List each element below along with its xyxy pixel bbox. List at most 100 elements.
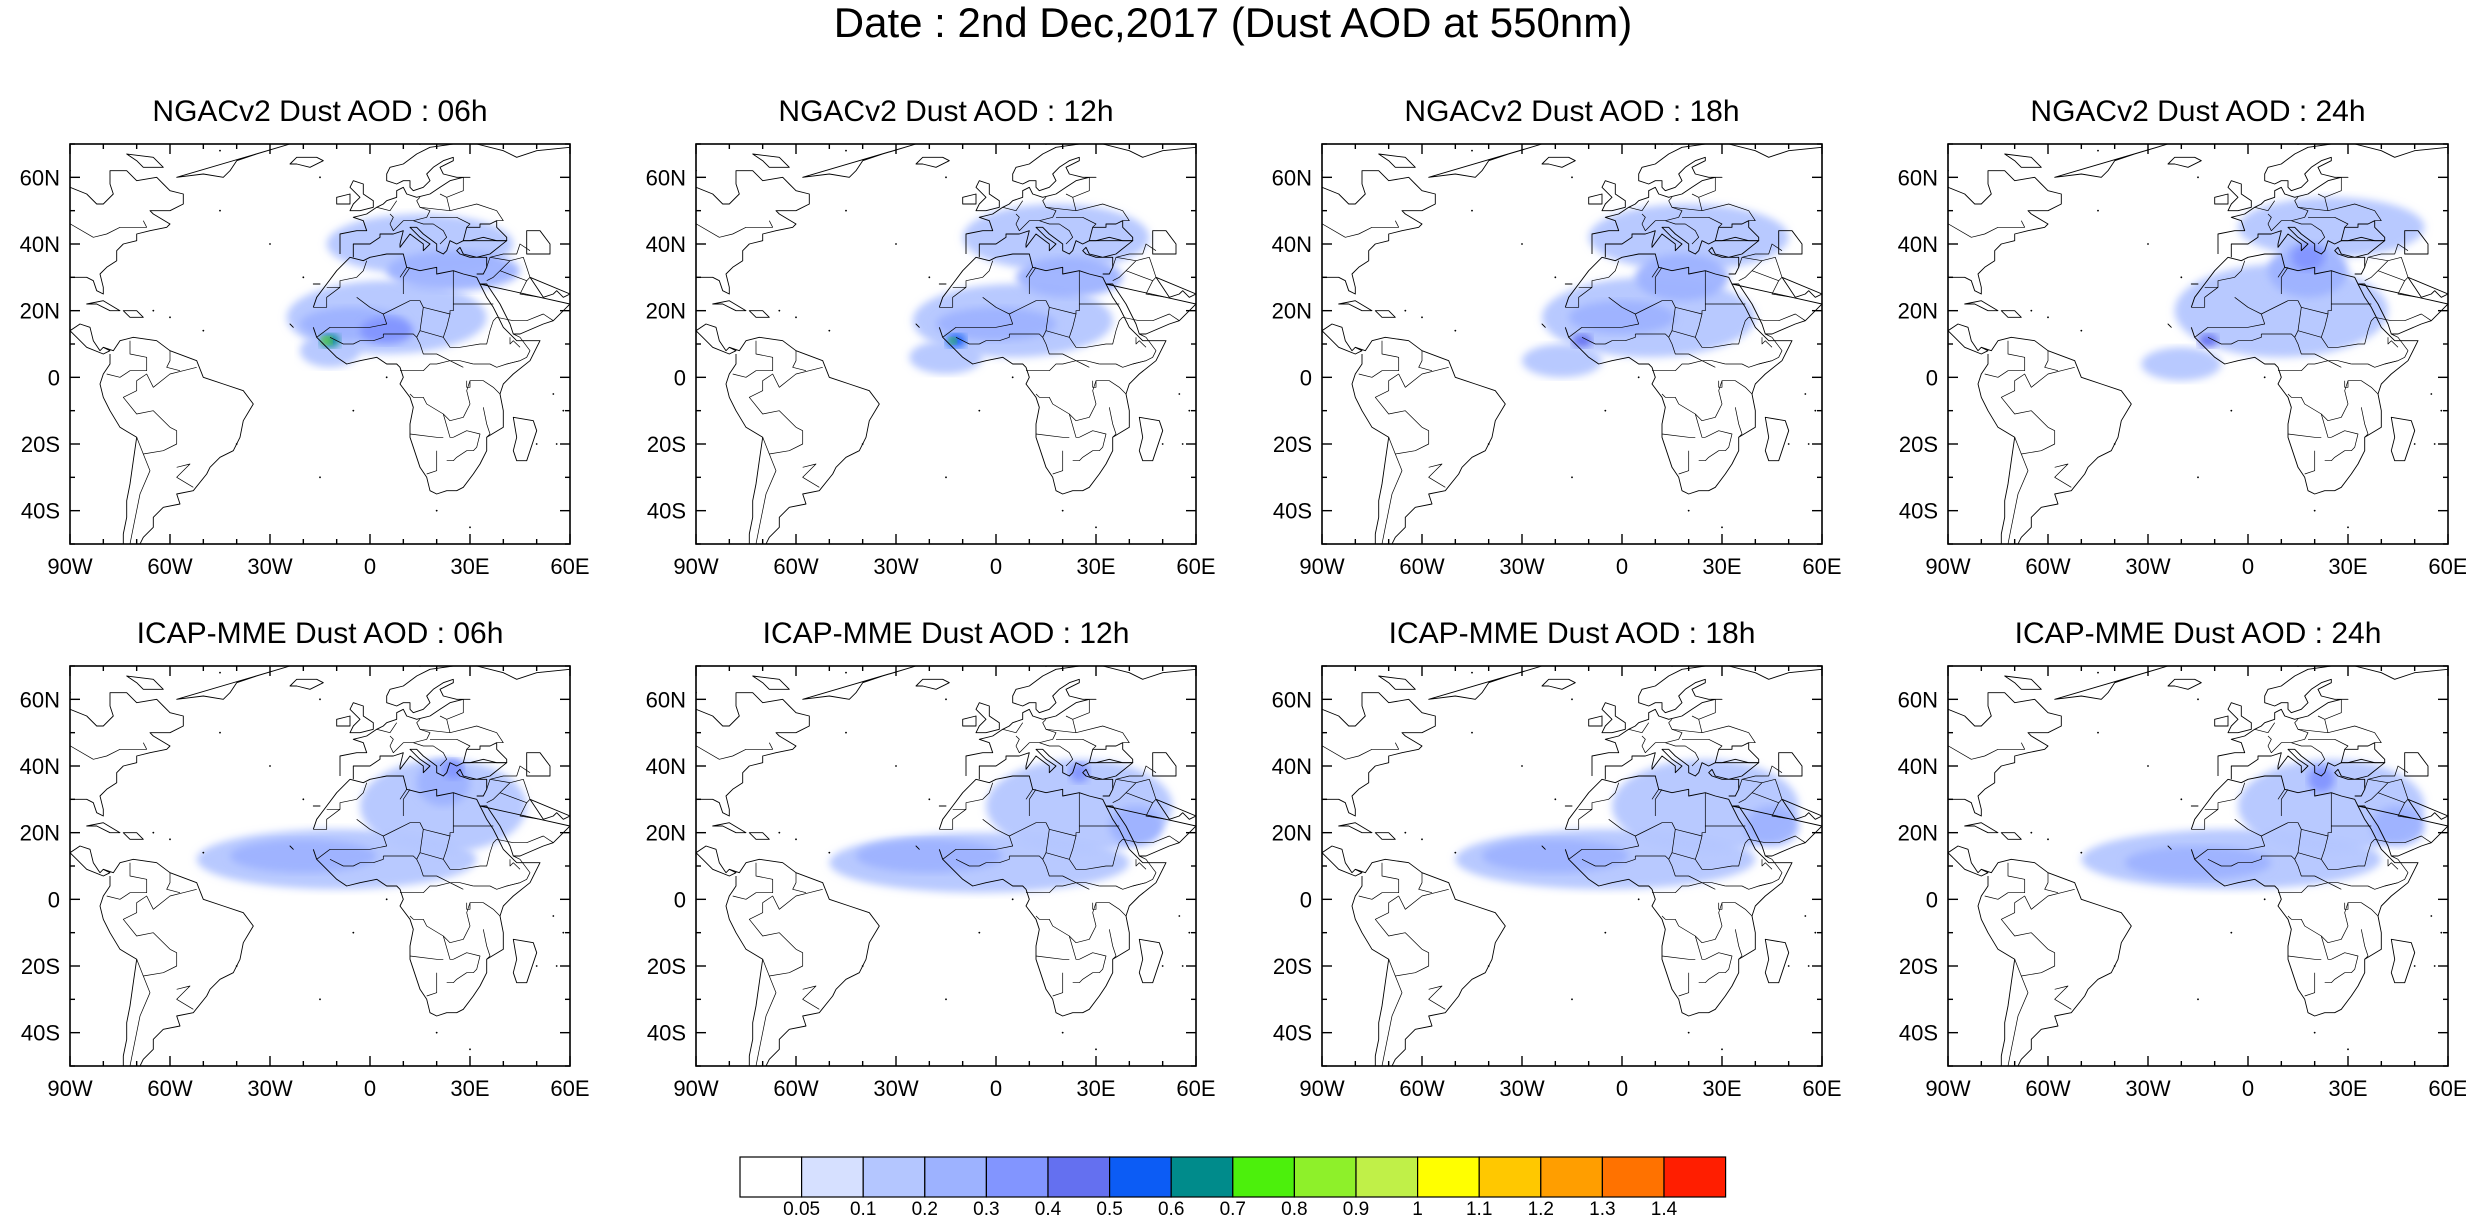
map-panel-icap-mme-12h: ICAP-MME Dust AOD : 12h 90W 60W 30W 0 30E 60E 6… [646, 617, 1216, 1101]
colorbar-label: 0.05 [783, 1199, 821, 1220]
y-tick-label: 0 [1300, 887, 1312, 912]
colorbar-label: 0.1 [849, 1199, 877, 1220]
y-tick-label: 20S [21, 432, 60, 457]
axis-ticks [69, 665, 571, 1067]
x-tick-label: 0 [990, 554, 1002, 579]
x-tick-label: 30E [1702, 1076, 1741, 1101]
x-tick-label: 60W [1399, 1076, 1444, 1101]
dust-aod-contour [2371, 806, 2425, 846]
y-tick-label: 20S [1273, 954, 1312, 979]
y-tick-label: 20S [1899, 954, 1938, 979]
y-tick-label: 40S [1273, 1021, 1312, 1046]
dust-aod-contour [2238, 197, 2425, 258]
y-tick-label: 40S [647, 499, 686, 524]
x-tick-label: 0 [364, 1076, 376, 1101]
coastlines-and-borders [696, 144, 1196, 544]
x-tick-label: 60W [2025, 1076, 2070, 1101]
map-plot: 90W 60W 30W 0 30E 60E 60N 40N 20N 0 20S 40S [1898, 143, 2466, 579]
x-tick-label: 60E [1802, 554, 1841, 579]
axis-ticks [1321, 143, 1823, 545]
x-tick-label: 0 [2242, 1076, 2254, 1101]
colorbar-label: 1.4 [1650, 1199, 1678, 1220]
colorbar-swatch [1416, 1156, 1480, 1198]
dust-aod-contour [1572, 334, 1592, 348]
y-tick-label: 60N [20, 165, 60, 190]
y-tick-label: 60N [1898, 687, 1938, 712]
dust-aod-field [909, 204, 1150, 374]
x-tick-label: 30E [1076, 1076, 1115, 1101]
x-tick-label: 90W [47, 554, 92, 579]
colorbar-label: 0.6 [1157, 1199, 1185, 1220]
map-panel-ngacv2-18h: NGACv2 Dust AOD : 18h 90W 60W 30W 0 30E 60E 60N… [1272, 95, 1842, 579]
colorbar-swatch [800, 1156, 864, 1198]
dust-aod-contour [1016, 257, 1123, 298]
x-tick-label: 0 [1616, 554, 1628, 579]
x-tick-label: 60W [147, 554, 192, 579]
y-tick-label: 20N [20, 821, 60, 846]
colorbar-label: 1.3 [1589, 1199, 1616, 1220]
dust-aod-field [1455, 759, 1799, 890]
colorbar-swatch [985, 1156, 1049, 1198]
x-tick-label: 60E [550, 1076, 589, 1101]
x-tick-label: 0 [364, 554, 376, 579]
y-tick-label: 20N [1272, 299, 1312, 324]
x-tick-label: 60W [147, 1076, 192, 1101]
colorbar-label: 0.4 [1034, 1199, 1062, 1220]
y-tick-label: 20N [1898, 299, 1938, 324]
figure-title: Date : 2nd Dec,2017 (Dust AOD at 550nm) [833, 0, 1633, 46]
y-tick-label: 60N [1898, 165, 1938, 190]
panel-title: ICAP-MME Dust AOD : 18h [1388, 617, 1756, 650]
coastlines-and-borders [696, 666, 1196, 1066]
coastlines-and-borders [1948, 666, 2448, 1066]
y-tick-label: 20S [647, 954, 686, 979]
x-tick-label: 60E [1802, 1076, 1841, 1101]
x-tick-label: 30W [247, 1076, 292, 1101]
dust-aod-contour [856, 839, 1003, 873]
x-tick-label: 90W [673, 1076, 718, 1101]
x-tick-label: 60E [1176, 1076, 1215, 1101]
colorbar-swatch [1293, 1156, 1357, 1198]
y-tick-label: 0 [674, 365, 686, 390]
colorbar-swatch [1170, 1156, 1234, 1198]
dust-aod-contour [230, 839, 377, 873]
dust-aod-contour [2291, 244, 2325, 271]
x-tick-label: 30E [1702, 554, 1741, 579]
y-tick-label: 60N [1272, 687, 1312, 712]
x-tick-label: 0 [990, 1076, 1002, 1101]
x-tick-label: 60E [2428, 1076, 2466, 1101]
dust-aod-contour [1522, 344, 1602, 378]
y-tick-label: 60N [646, 687, 686, 712]
colorbar-label: 1 [1412, 1199, 1423, 1220]
colorbar-swatch [1232, 1156, 1295, 1198]
map-plot: 90W 60W 30W 0 30E 60E 60N 40N 20N 0 20S 40S [646, 143, 1216, 579]
dust-aod-contour [360, 759, 527, 853]
colorbar-label: 0.5 [1096, 1199, 1123, 1220]
y-tick-label: 40N [1898, 754, 1938, 779]
y-tick-label: 0 [48, 365, 60, 390]
map-panel-ngacv2-06h: NGACv2 Dust AOD : 06h 90W 60W 30W 0 30E 60E 60N… [20, 95, 590, 579]
x-tick-label: 60W [1399, 554, 1444, 579]
colorbar-swatch [1478, 1156, 1542, 1198]
y-tick-label: 40N [1272, 232, 1312, 257]
y-tick-label: 20S [1899, 432, 1938, 457]
x-tick-label: 90W [1925, 554, 1970, 579]
x-tick-label: 30E [2328, 554, 2367, 579]
map-plot: 90W 60W 30W 0 30E 60E 60N 40N 20N 0 20S 40S [20, 665, 590, 1101]
y-tick-label: 0 [1926, 887, 1938, 912]
panel-title: ICAP-MME Dust AOD : 06h [136, 617, 504, 650]
y-tick-label: 60N [1272, 165, 1312, 190]
axis-ticks [1947, 143, 2449, 545]
map-plot: 90W 60W 30W 0 30E 60E 60N 40N 20N 0 20S 40S [1272, 143, 1842, 579]
x-tick-label: 30W [873, 554, 918, 579]
x-tick-label: 60W [773, 1076, 818, 1101]
coastlines-and-borders [70, 144, 570, 544]
y-tick-label: 0 [1926, 365, 1938, 390]
x-tick-label: 30W [247, 554, 292, 579]
colorbar-swatch [1601, 1156, 1665, 1198]
y-tick-label: 40S [1899, 499, 1938, 524]
x-tick-label: 90W [47, 1076, 92, 1101]
map-panel-icap-mme-24h: ICAP-MME Dust AOD : 24h 90W 60W 30W 0 30E 60E 6… [1898, 617, 2466, 1101]
y-tick-label: 60N [20, 687, 60, 712]
dust-aod-field [829, 759, 1173, 893]
axis-ticks [1321, 665, 1823, 1067]
